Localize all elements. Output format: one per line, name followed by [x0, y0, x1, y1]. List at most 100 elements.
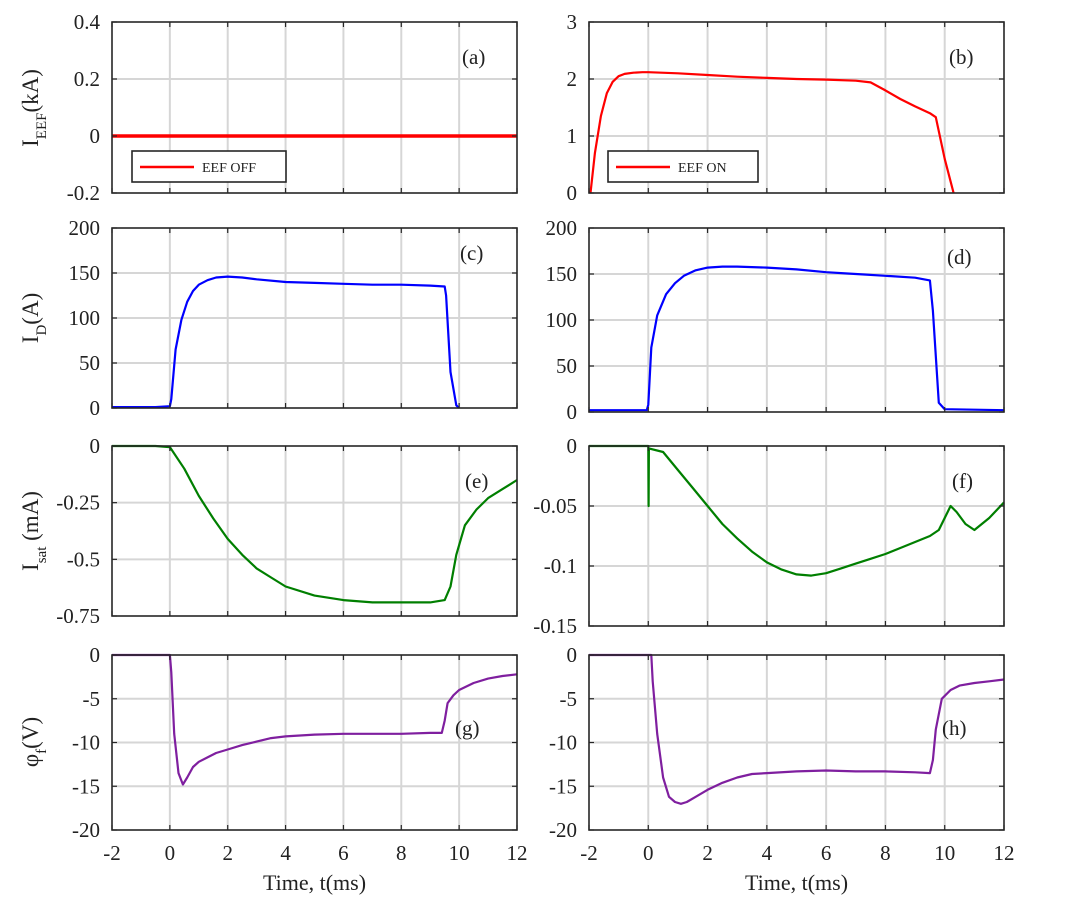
- y-tick-label: 0: [567, 181, 578, 205]
- y-axis-title-unit: (kA): [18, 69, 43, 112]
- legend-b: EEF ON: [607, 150, 759, 183]
- y-axis-title-main: I: [18, 336, 43, 344]
- y-axis-title-sub: EEF: [34, 113, 50, 140]
- y-tick-label: 200: [69, 216, 101, 240]
- panel-label: (c): [460, 241, 483, 265]
- y-tick-label: -20: [549, 818, 577, 842]
- x-tick-label: 0: [165, 841, 176, 865]
- y-tick-label: 150: [546, 262, 578, 286]
- y-tick-label: 0: [90, 434, 101, 458]
- x-tick-label: 12: [507, 841, 528, 865]
- panel-a: -0.2 0 0.2 0.4 (a) EEF OFF IEEF(kA): [18, 10, 518, 205]
- series-line-f: [589, 444, 1005, 577]
- series-line-e: [112, 444, 518, 604]
- y-axis-title-unit: (mA): [18, 491, 43, 547]
- y-axis-title-main: I: [18, 139, 43, 147]
- panel-label: (a): [462, 45, 485, 69]
- x-tick-label: 8: [396, 841, 407, 865]
- x-tick-label: 8: [880, 841, 891, 865]
- series-line-h: [589, 653, 1005, 805]
- panel-c: 0 50 100 150 200 (c) ID(A): [18, 216, 518, 420]
- axes-frame: [111, 21, 518, 194]
- y-tick-label: 1: [567, 124, 578, 148]
- y-axis-title-main: I: [18, 563, 43, 571]
- x-tick-label: 2: [702, 841, 713, 865]
- panel-label: (h): [942, 716, 967, 740]
- y-tick-label: 0: [567, 400, 578, 424]
- series-line-c: [112, 275, 460, 409]
- panel-d: 0 50 100 150 200 (d): [546, 216, 1005, 424]
- axes-frame: [111, 445, 518, 617]
- y-tick-label: 0: [90, 124, 101, 148]
- y-axis-title: ID(A): [18, 293, 50, 343]
- y-tick-label: -0.15: [533, 614, 577, 638]
- axes-frame: [588, 445, 1005, 627]
- y-tick-label: 100: [546, 308, 578, 332]
- y-axis-title: Isat (mA): [18, 491, 50, 571]
- x-axis-title: Time, t(ms): [745, 870, 848, 895]
- x-tick-label: 0: [643, 841, 654, 865]
- y-tick-label: 50: [79, 351, 100, 375]
- y-tick-label: -20: [72, 818, 100, 842]
- panel-label: (g): [455, 716, 480, 740]
- y-axis-title-main: φ: [18, 754, 43, 767]
- x-tick-label: 10: [449, 841, 470, 865]
- panel-label: (b): [949, 45, 974, 69]
- x-tick-label: 6: [338, 841, 349, 865]
- x-tick-label: 4: [762, 841, 773, 865]
- y-tick-label: -0.2: [67, 181, 100, 205]
- y-axis-title: IEEF(kA): [18, 69, 50, 147]
- y-tick-label: -5: [560, 687, 578, 711]
- y-tick-label: 0: [90, 643, 101, 667]
- x-tick-label: 12: [994, 841, 1015, 865]
- y-tick-label: 200: [546, 216, 578, 240]
- y-tick-label: -5: [83, 687, 101, 711]
- y-tick-label: -15: [549, 774, 577, 798]
- x-tick-label: -2: [580, 841, 598, 865]
- x-axis-title: Time, t(ms): [263, 870, 366, 895]
- x-tick-label: 2: [222, 841, 233, 865]
- legend-label: EEF OFF: [202, 161, 256, 176]
- y-tick-label: -0.5: [67, 547, 100, 571]
- y-axis-title-unit: (V): [18, 717, 43, 749]
- x-tick-label: -2: [103, 841, 121, 865]
- y-tick-label: -10: [549, 731, 577, 755]
- y-tick-label: 0: [567, 643, 578, 667]
- series-line-d: [589, 265, 1005, 412]
- y-tick-label: -0.25: [56, 491, 100, 515]
- panel-label: (f): [952, 469, 973, 493]
- y-tick-label: 50: [556, 354, 577, 378]
- y-tick-label: 3: [567, 10, 578, 34]
- panel-label: (d): [947, 245, 972, 269]
- panel-e: -0.75 -0.5 -0.25 0 (e) Isat (mA): [18, 434, 518, 628]
- panel-b: 0 1 2 3 (b) EEF ON: [567, 10, 1005, 205]
- x-tick-label: 4: [280, 841, 291, 865]
- y-tick-label: 0.4: [74, 10, 101, 34]
- y-tick-label: -0.75: [56, 604, 100, 628]
- y-tick-label: -10: [72, 731, 100, 755]
- x-tick-label: 6: [821, 841, 832, 865]
- legend-label: EEF ON: [678, 161, 727, 176]
- y-axis-title-sub: D: [34, 325, 50, 336]
- y-tick-label: -15: [72, 774, 100, 798]
- y-axis-title-sub: f: [34, 749, 50, 754]
- y-tick-label: 150: [69, 261, 101, 285]
- y-tick-label: 0: [567, 434, 578, 458]
- y-tick-label: -0.05: [533, 494, 577, 518]
- y-tick-label: 0: [90, 396, 101, 420]
- series-line-g: [112, 653, 518, 786]
- panel-f: -0.15 -0.1 -0.05 0 (f): [533, 434, 1005, 638]
- y-axis-title: φf(V): [18, 717, 50, 767]
- panel-label: (e): [465, 469, 488, 493]
- y-tick-label: 2: [567, 67, 578, 91]
- axes-frame: [588, 21, 1005, 194]
- y-axis-title-sub: sat: [34, 546, 50, 563]
- legend-a: EEF OFF: [131, 150, 287, 183]
- series-line-b: [589, 71, 955, 194]
- y-tick-label: 100: [69, 306, 101, 330]
- y-tick-label: 0.2: [74, 67, 100, 91]
- y-tick-label: -0.1: [544, 554, 577, 578]
